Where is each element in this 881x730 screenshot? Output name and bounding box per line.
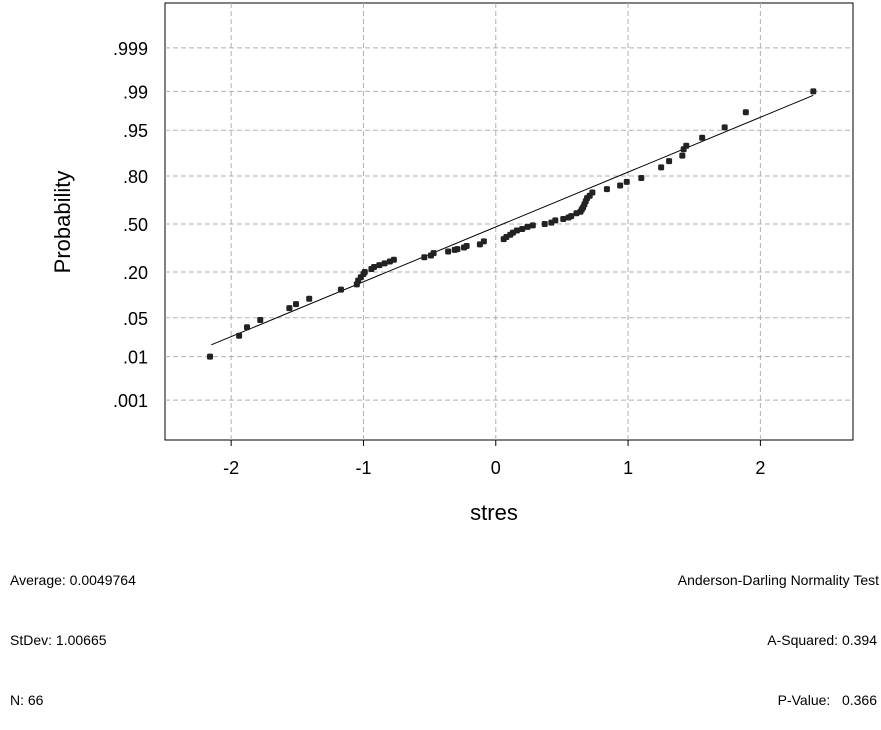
data-point — [376, 262, 383, 269]
data-point — [552, 217, 559, 224]
y-tick-label: .01 — [123, 348, 148, 368]
data-point — [589, 189, 596, 196]
data-point — [206, 353, 213, 360]
data-point — [742, 109, 749, 116]
a-squared-text: A-Squared: 0.394 — [767, 632, 877, 648]
data-point — [638, 175, 645, 182]
data-point — [541, 221, 548, 227]
data-point — [560, 215, 567, 222]
y-tick-label: .99 — [123, 82, 148, 102]
x-axis-label: stres — [470, 500, 518, 525]
normality-test-stats: Anderson-Darling Normality Test A-Square… — [678, 530, 879, 730]
data-point — [568, 213, 575, 220]
data-point — [683, 142, 690, 149]
data-point — [529, 222, 536, 229]
data-point — [257, 317, 264, 324]
data-points — [206, 88, 817, 360]
data-point — [381, 260, 388, 267]
data-point — [306, 295, 313, 302]
data-point — [244, 324, 251, 331]
average-text: Average: 0.0049764 — [10, 572, 136, 588]
data-point — [666, 158, 673, 165]
data-point — [699, 134, 706, 141]
y-tick-label: .20 — [123, 263, 148, 283]
y-tick-label: .80 — [123, 167, 148, 187]
x-tick-label: 2 — [755, 458, 765, 478]
probability-plot: .001 .01 .05 .20 .50 .80 .95 .99 .999 -2 -1 0 1 2 str… — [50, 2, 854, 525]
data-point — [445, 248, 452, 255]
data-point — [463, 242, 470, 249]
data-point — [513, 227, 520, 234]
fit-line — [211, 94, 814, 346]
data-point — [337, 286, 344, 293]
x-tick-label: -1 — [355, 458, 371, 478]
data-point — [286, 305, 293, 312]
data-point — [430, 250, 437, 257]
data-point — [371, 264, 378, 271]
data-point — [623, 178, 630, 185]
data-point — [236, 332, 243, 339]
data-point — [480, 238, 487, 245]
y-axis-label: Probability — [50, 171, 75, 274]
y-tick-label: .50 — [123, 215, 148, 235]
data-point — [721, 124, 728, 131]
data-point — [658, 164, 665, 171]
fit-line-layer — [211, 94, 814, 346]
y-tick-label: .999 — [113, 39, 148, 59]
grid-lines — [165, 3, 853, 440]
data-point — [454, 246, 461, 253]
x-tick-label: -2 — [223, 458, 239, 478]
p-value-text: P-Value: 0.366 — [777, 692, 877, 708]
y-tick-label: .05 — [123, 309, 148, 329]
data-point — [524, 223, 531, 230]
tick-labels: .001 .01 .05 .20 .50 .80 .95 .99 .999 -2 -1 0 1 2 — [113, 39, 765, 478]
stdev-text: StDev: 1.00665 — [10, 632, 107, 648]
test-name-text: Anderson-Darling Normality Test — [677, 572, 879, 588]
data-point — [603, 186, 610, 193]
summary-stats: Average: 0.0049764 StDev: 1.00665 N: 66 — [10, 530, 136, 730]
x-tick-label: 0 — [491, 458, 501, 478]
y-tick-label: .95 — [123, 121, 148, 141]
data-point — [361, 268, 368, 275]
data-point — [810, 88, 817, 95]
data-point — [390, 256, 397, 263]
x-tick-label: 1 — [623, 458, 633, 478]
data-point — [617, 182, 624, 189]
y-tick-label: .001 — [113, 391, 148, 411]
n-text: N: 66 — [10, 692, 44, 708]
data-point — [679, 152, 686, 159]
data-point — [292, 301, 299, 308]
data-point — [519, 226, 526, 233]
data-point — [421, 254, 428, 261]
